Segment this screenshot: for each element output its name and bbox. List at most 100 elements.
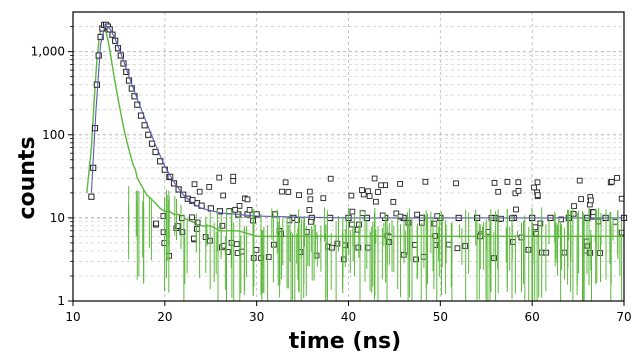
- data-point: [390, 199, 397, 205]
- data-point: [220, 192, 227, 199]
- data-point: [236, 203, 243, 209]
- data-point: [97, 33, 104, 41]
- data-point: [189, 214, 195, 221]
- y-axis-label: counts: [15, 136, 40, 219]
- data-point: [614, 175, 620, 181]
- x-tick-label: 30: [249, 310, 264, 324]
- data-point: [413, 256, 419, 263]
- data-point: [375, 189, 381, 195]
- data-point: [534, 179, 541, 186]
- data-point: [491, 180, 498, 186]
- data-point: [510, 239, 516, 245]
- data-point: [365, 244, 371, 251]
- data-point: [371, 175, 378, 182]
- data-point: [279, 188, 285, 195]
- data-point: [608, 178, 615, 185]
- y-tick-label: 100: [42, 128, 65, 142]
- data-point: [393, 210, 400, 217]
- data-point: [359, 210, 366, 217]
- series-0: [86, 23, 624, 237]
- data-point: [570, 210, 577, 217]
- y-tick-label: 10: [50, 211, 65, 225]
- data-point: [153, 220, 159, 227]
- data-point: [349, 208, 356, 215]
- data-point: [246, 207, 253, 213]
- data-point: [515, 188, 522, 194]
- data-point: [313, 252, 320, 259]
- data-point: [160, 229, 167, 236]
- series-0-noise: [128, 186, 623, 301]
- data-point: [515, 179, 522, 186]
- data-point: [253, 247, 260, 253]
- y-tick-label: 1,000: [31, 45, 65, 59]
- data-point: [194, 226, 200, 232]
- data-point: [495, 188, 502, 195]
- data-point: [175, 186, 182, 193]
- data-point: [131, 93, 138, 100]
- data-point: [349, 221, 355, 228]
- data-point: [320, 195, 327, 202]
- x-tick-label: 60: [525, 310, 540, 324]
- data-point: [306, 207, 313, 213]
- x-tick-label: 70: [616, 310, 631, 324]
- series-line: [86, 23, 624, 237]
- x-tick-label: 20: [157, 310, 172, 324]
- data-point: [373, 198, 379, 205]
- data-point: [453, 180, 459, 187]
- data-point: [285, 189, 292, 195]
- data-point: [329, 244, 335, 251]
- data-point: [498, 215, 504, 222]
- data-point: [446, 241, 452, 248]
- data-point: [194, 219, 201, 226]
- data-point: [306, 188, 313, 195]
- data-point: [265, 254, 272, 260]
- series-layer: [86, 21, 628, 301]
- data-point: [454, 245, 461, 252]
- data-point: [170, 180, 178, 187]
- data-point: [179, 229, 186, 235]
- data-point: [422, 178, 429, 185]
- data-point: [590, 209, 597, 216]
- data-point: [379, 212, 386, 219]
- data-point: [230, 178, 237, 184]
- x-tick-label: 40: [341, 310, 356, 324]
- data-point: [588, 197, 594, 204]
- data-point: [191, 235, 197, 242]
- data-point: [397, 181, 403, 187]
- data-point: [189, 197, 196, 203]
- data-point: [348, 192, 355, 199]
- series-line: [90, 23, 624, 219]
- data-point: [578, 196, 584, 202]
- data-point: [334, 240, 341, 247]
- data-point: [308, 218, 314, 225]
- data-point: [504, 179, 511, 185]
- data-point: [128, 85, 135, 92]
- data-point: [462, 243, 469, 249]
- data-point: [244, 196, 251, 203]
- data-point: [95, 52, 102, 59]
- data-point: [282, 179, 289, 186]
- data-point: [216, 174, 223, 181]
- data-point: [191, 181, 198, 188]
- data-point: [534, 192, 541, 198]
- data-point: [160, 213, 167, 219]
- data-point: [414, 211, 420, 218]
- data-point: [296, 192, 302, 198]
- data-point: [378, 182, 384, 189]
- y-axis-ticks: 1 10 100 1,000: [31, 26, 73, 308]
- data-point: [206, 184, 213, 190]
- data-point: [618, 195, 625, 202]
- x-axis-label: time (ns): [289, 329, 401, 354]
- data-point: [537, 220, 544, 227]
- data-point: [531, 184, 537, 191]
- data-point: [93, 81, 101, 88]
- data-point: [571, 203, 577, 209]
- x-tick-label: 10: [65, 310, 80, 324]
- data-point: [88, 193, 95, 200]
- data-point: [327, 175, 334, 182]
- y-tick-label: 1: [57, 294, 65, 308]
- x-axis-ticks: 10 20 30 40 50 60 70: [65, 301, 632, 324]
- data-point: [366, 193, 373, 199]
- data-point: [513, 206, 519, 213]
